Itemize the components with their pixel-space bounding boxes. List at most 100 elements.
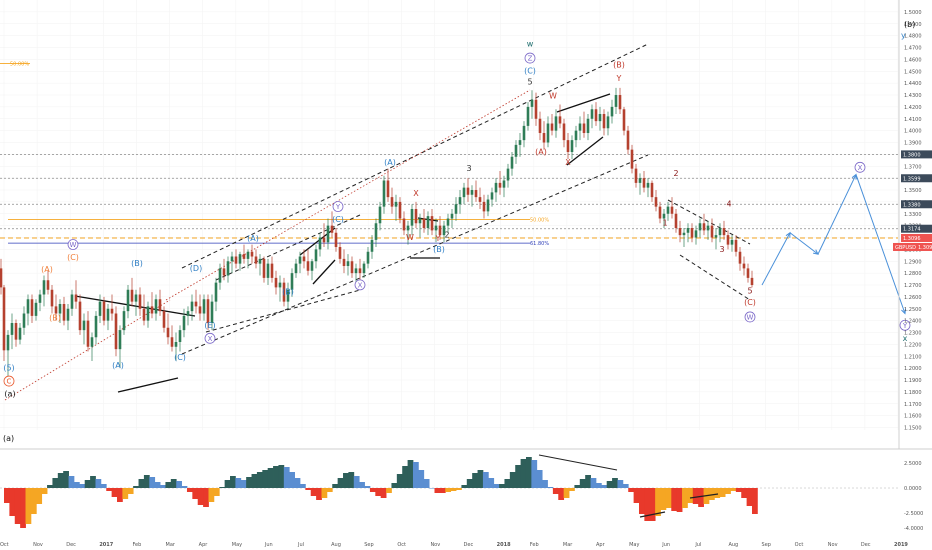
price-tick-label: 1.2500: [904, 307, 922, 313]
oscillator-bar: [176, 481, 182, 488]
oscillator-bar: [590, 478, 597, 488]
wave-label: X: [208, 335, 213, 343]
triangle-bottom-line[interactable]: [117, 377, 179, 393]
wave-label-circle: [204, 332, 216, 344]
oscillator-bar: [612, 478, 618, 488]
corner-label-a: (a): [3, 434, 14, 443]
price-tick-label: 1.2000: [904, 366, 922, 372]
oscillator-bar: [127, 488, 134, 494]
candle-body: [102, 301, 106, 321]
candle-body: [42, 280, 46, 295]
oscillator-tick-label: -4.0000: [904, 526, 923, 532]
expanding-top-line[interactable]: [556, 93, 611, 113]
oscillator-bar: [752, 488, 758, 514]
candle-body: [138, 294, 142, 309]
trendlines: [4, 43, 751, 401]
divergence-line-bottom-a[interactable]: [639, 511, 666, 518]
candle-body: [710, 225, 714, 238]
candle-body: [234, 256, 238, 264]
candle-body: [554, 116, 558, 131]
lower-channel-line[interactable]: [181, 154, 649, 355]
time-tick-label: Sep: [364, 542, 373, 548]
oscillator-bar: [644, 488, 651, 521]
oscillator-bar: [601, 485, 608, 488]
oscillator-bar: [461, 485, 468, 488]
candle-body: [566, 140, 570, 153]
divergence-line-bottom-b[interactable]: [689, 493, 719, 499]
oscillator-bar: [585, 475, 591, 488]
candle-body: [302, 256, 306, 262]
candle-body: [46, 280, 50, 290]
oscillator-bar: [343, 473, 349, 488]
wave-label: (C): [332, 215, 344, 224]
price-level-tag-label: 1.3599: [903, 176, 921, 182]
candle-body: [182, 315, 186, 331]
candle-body: [574, 130, 578, 141]
oscillator-bar: [418, 470, 425, 488]
inner-channel-line-b[interactable]: [215, 214, 361, 281]
candle-body: [530, 99, 534, 107]
upper-channel-line[interactable]: [181, 43, 649, 269]
price-tick-label: 1.4000: [904, 129, 922, 135]
time-tick-label: Mar: [166, 542, 176, 548]
oscillator-bar: [100, 484, 107, 488]
time-tick-label: Jun: [661, 542, 670, 548]
oscillator-bar: [456, 488, 462, 490]
oscillator-bar: [655, 488, 661, 516]
oscillator-bar: [165, 482, 172, 488]
oscillator-bar: [273, 466, 279, 488]
projection-arrowhead: [901, 308, 907, 315]
price-level-tag: [901, 150, 932, 159]
oscillator-bar: [106, 488, 113, 491]
candle-body: [334, 232, 338, 248]
wave-label: (A): [247, 234, 259, 243]
candle-body: [562, 123, 566, 141]
oscillator-bar: [542, 480, 548, 488]
candle-body: [58, 304, 62, 314]
oscillator-bar: [531, 460, 538, 488]
oscillator-bar: [278, 465, 285, 488]
divergence-line-top[interactable]: [538, 454, 618, 471]
candle-body: [222, 268, 226, 276]
candle-body: [34, 302, 38, 316]
oscillator-bar: [353, 476, 360, 488]
candle-body: [738, 251, 742, 264]
inner-channel-line-a[interactable]: [205, 289, 361, 333]
candle-body: [642, 178, 646, 188]
last-price-tag: [917, 242, 932, 251]
time-tick-label: Dec: [464, 542, 474, 548]
triangle-top-line[interactable]: [74, 295, 196, 317]
candle-body: [274, 277, 278, 288]
wave-labels: (5) C (a) (A) W (C) (B) (B) (A) (C) (D) (E) X (A) (B) Y…: [3, 39, 911, 399]
candle-body: [162, 311, 166, 328]
candle-body: [90, 337, 94, 347]
expanding-bottom-line[interactable]: [566, 136, 604, 166]
price-tick-label: 1.4300: [904, 93, 922, 99]
candle-body: [318, 237, 322, 250]
candle-body: [726, 235, 730, 245]
candle-body: [630, 149, 634, 169]
candle-body: [66, 308, 70, 321]
candle-body: [398, 201, 402, 219]
wave-label: (E): [204, 321, 215, 330]
candle-body: [298, 256, 302, 264]
candle-body: [370, 239, 374, 252]
dotted-trend-line-left[interactable]: [4, 299, 171, 401]
wedge-bottom-line[interactable]: [312, 259, 336, 285]
candle-body: [546, 123, 550, 143]
candle-body: [698, 223, 702, 231]
candle-body: [494, 182, 498, 193]
oscillator-bar: [68, 476, 75, 488]
dotted-trend-line[interactable]: [165, 89, 531, 301]
oscillator-bar: [20, 488, 26, 528]
oscillator-bar: [170, 479, 177, 488]
oscillator-bar: [698, 488, 704, 507]
time-axis[interactable]: Oct Nov Dec 2017 Feb Mar Apr May Jun Jul Aug Sep Oct…: [0, 542, 908, 548]
oscillator-bar: [160, 485, 166, 488]
candle-body: [0, 268, 3, 288]
candle-body: [374, 223, 378, 240]
candle-body: [478, 197, 482, 202]
